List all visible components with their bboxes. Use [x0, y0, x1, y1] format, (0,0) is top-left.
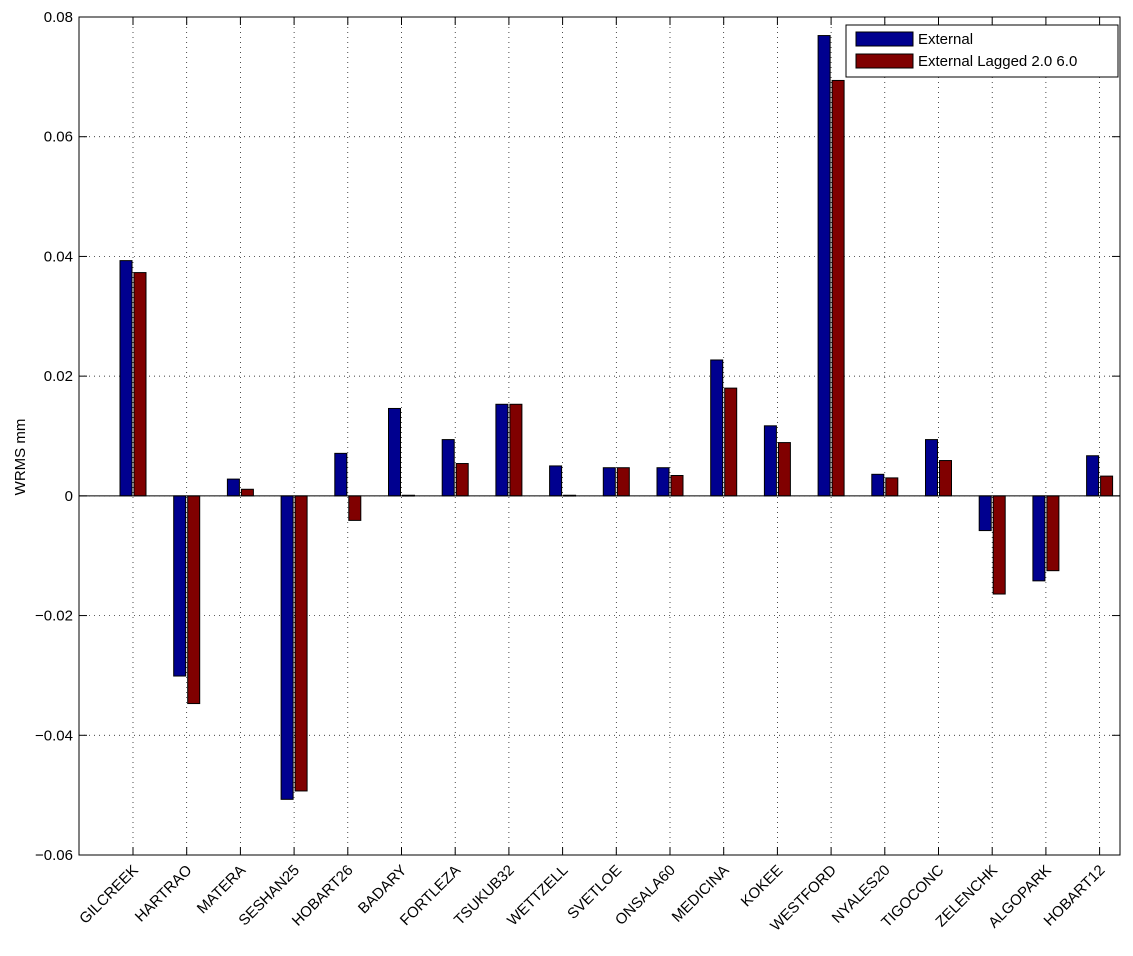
x-tick-label: MATERA: [194, 862, 249, 917]
x-tick-label: GILCREEK: [76, 862, 142, 928]
bar: [871, 473, 885, 497]
bar: [939, 460, 952, 497]
bar: [509, 403, 523, 497]
series-1: [133, 79, 1114, 792]
y-tick-label: −0.02: [35, 608, 73, 625]
grid-layer: [79, 17, 1120, 855]
bar: [978, 495, 992, 532]
bar: [925, 439, 938, 497]
x-tick-label: MEDICINA: [669, 862, 733, 926]
bar: [670, 475, 684, 497]
bar: [724, 387, 738, 497]
y-tick-label: 0: [65, 488, 73, 505]
y-tick-label: 0.06: [44, 129, 73, 146]
bar: [240, 488, 254, 497]
y-tick-label: −0.06: [35, 847, 73, 864]
bars-layer: [119, 35, 1114, 800]
y-tick-label: 0.04: [44, 248, 73, 265]
bar: [885, 477, 899, 497]
bar: [441, 439, 455, 497]
bar: [119, 260, 133, 497]
x-tick-label: BADARY: [355, 862, 410, 917]
bar: [348, 495, 362, 521]
bar: [334, 452, 348, 497]
bar: [1032, 495, 1046, 582]
bar: [280, 495, 294, 800]
y-axis-label: WRMS mm: [12, 419, 29, 496]
bar: [992, 495, 1006, 595]
bar: [1100, 475, 1114, 497]
bar: [710, 359, 724, 497]
bar: [294, 495, 308, 792]
bar: [187, 495, 201, 705]
bar: [549, 465, 563, 497]
bar: [495, 403, 509, 497]
y-tick-label: 0.02: [44, 368, 73, 385]
y-tick-label: 0.08: [44, 9, 73, 26]
bar: [777, 442, 791, 497]
x-tick-label: HARTRAO: [132, 862, 196, 926]
bar: [1046, 495, 1060, 572]
bar: [388, 407, 401, 497]
bar: [602, 467, 616, 497]
bar: [817, 35, 831, 497]
bar: [763, 425, 777, 497]
bar: [656, 467, 670, 497]
bar: [455, 463, 469, 497]
legend-label: External Lagged 2.0 6.0: [918, 53, 1077, 70]
plot-background: [79, 17, 1120, 855]
bar: [173, 495, 187, 677]
legend: External External Lagged 2.0 6.0: [845, 24, 1119, 78]
y-tick-label: −0.04: [35, 727, 73, 744]
bar: [226, 478, 240, 497]
legend-label: External: [918, 31, 973, 48]
legend-swatch: [855, 31, 914, 47]
bar: [831, 79, 845, 497]
bar: [1086, 455, 1100, 497]
x-tick-label: KOKEE: [738, 862, 787, 911]
plot-frame: [78, 16, 1121, 856]
legend-swatch: [855, 53, 914, 69]
bar: [133, 272, 147, 497]
bar: [616, 467, 630, 497]
